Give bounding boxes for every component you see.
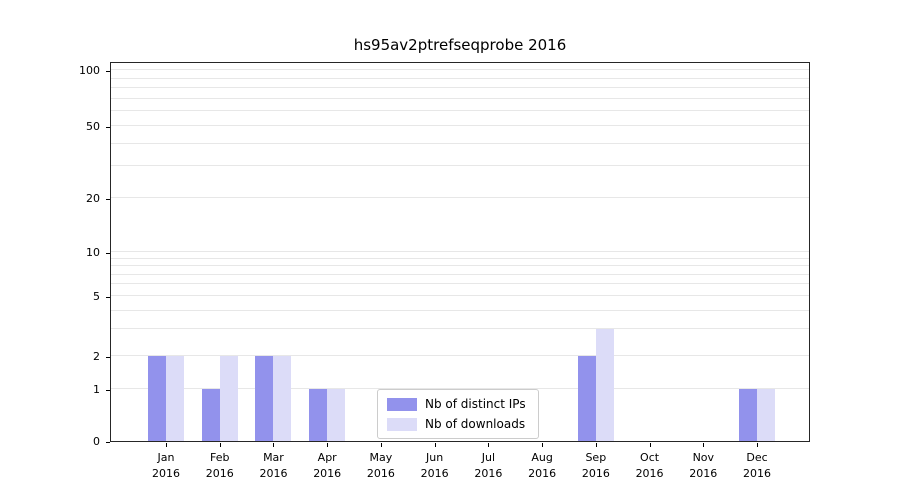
y-tick-mark [106,199,110,200]
bar-downloads-mar [273,356,292,441]
gridline [111,265,809,267]
gridline [111,197,809,198]
x-tick-label: Feb 2016 [205,451,234,480]
y-tick-mark [106,253,110,254]
gridline [111,273,809,275]
y-tick-label: 0 [93,435,100,448]
bar-distinct-ips-mar [255,356,274,441]
bar-distinct-ips-dec [739,389,758,441]
x-tick-mark [273,443,275,447]
legend-label-distinct-ips: Nb of distinct IPs [425,397,526,411]
gridline [111,257,809,259]
gridline [111,77,809,79]
gridline [111,142,809,144]
gridline [111,97,809,99]
y-tick-label: 2 [93,350,100,363]
bar-distinct-ips-feb [201,389,220,441]
x-tick-mark [434,443,436,447]
y-tick-mark [106,390,110,391]
x-tick-mark [542,443,544,447]
y-tick-mark [106,127,110,128]
bar-distinct-ips-jan [148,356,166,441]
gridline [111,110,809,112]
gridline [111,283,809,285]
x-tick-mark [595,443,597,447]
plot-area: Nb of distinct IPs Nb of downloads [110,62,810,442]
y-tick-label: 100 [79,64,100,77]
x-tick-label: Jun 2016 [420,451,449,480]
x-tick-label: Jul 2016 [474,451,503,480]
gridline [111,69,809,70]
x-tick-label: Dec 2016 [743,451,772,480]
bar-downloads-jan [166,356,184,441]
gridline [111,87,809,89]
bar-distinct-ips-apr [309,389,328,441]
x-tick-label: Nov 2016 [689,451,718,480]
y-tick-mark [106,442,110,443]
x-tick-label: Aug 2016 [528,451,557,480]
legend-entry-distinct-ips: Nb of distinct IPs [387,397,526,411]
legend-swatch-downloads [387,417,417,431]
y-tick-mark [106,71,110,72]
chart-title: hs95av2ptrefseqprobe 2016 [353,36,567,54]
x-tick-mark [488,443,490,447]
x-tick-mark [166,443,167,447]
gridline [111,125,809,126]
x-tick-mark [219,443,221,447]
chart-legend: Nb of distinct IPs Nb of downloads [377,389,539,439]
bar-downloads-dec [757,389,776,441]
x-tick-mark [703,443,705,447]
gridline [111,251,809,252]
gridline [111,309,809,311]
y-tick-mark [106,297,110,298]
y-tick-label: 1 [93,383,100,396]
x-tick-label: Oct 2016 [635,451,664,480]
x-tick-mark [757,443,759,447]
legend-entry-downloads: Nb of downloads [387,417,526,431]
gridline [111,295,809,296]
gridline [111,328,809,330]
x-tick-label: Jan 2016 [152,451,180,480]
x-tick-label: Apr 2016 [313,451,342,480]
bar-distinct-ips-sep [577,356,596,441]
gridline [111,388,809,389]
x-tick-mark [380,443,382,447]
y-tick-label: 20 [86,192,100,205]
bar-downloads-apr [327,389,346,441]
legend-swatch-distinct-ips [387,397,417,411]
bar-downloads-feb [219,356,238,441]
x-tick-label: May 2016 [366,451,395,480]
x-tick-mark [327,443,329,447]
x-tick-label: Sep 2016 [581,451,610,480]
gridline [111,355,809,356]
y-tick-label: 5 [93,290,100,303]
x-tick-label: Mar 2016 [259,451,288,480]
legend-label-downloads: Nb of downloads [425,417,526,431]
y-tick-label: 10 [86,246,100,259]
y-tick-mark [106,357,110,358]
bar-downloads-sep [595,329,614,441]
gridline [111,165,809,167]
x-tick-mark [649,443,651,447]
y-tick-label: 50 [86,120,100,133]
